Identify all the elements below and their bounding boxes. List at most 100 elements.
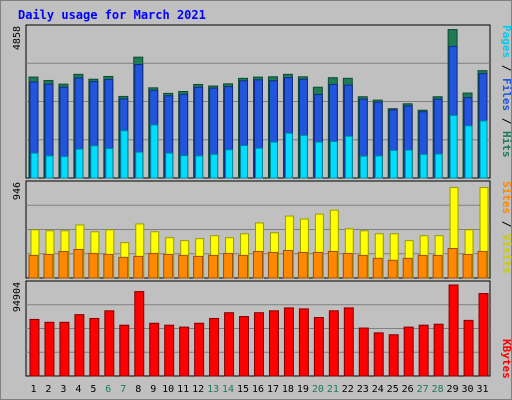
bar-sites-day-17 — [267, 251, 278, 279]
legend-entry: / — [500, 58, 512, 78]
bar-pages-day-24 — [374, 155, 383, 179]
bar-sites-day-19 — [297, 251, 308, 279]
bar-kbytes-day-11 — [179, 326, 190, 377]
bar-pages-day-16 — [255, 147, 263, 179]
bar-sites-day-10 — [163, 253, 174, 279]
bar-kbytes-day-4 — [74, 314, 85, 377]
x-tick-label: 18 — [282, 384, 294, 395]
bar-kbytes-day-14 — [224, 312, 235, 377]
bar-pages-day-6 — [105, 148, 114, 179]
bar-sites-day-8 — [133, 255, 144, 279]
bar-sites-day-23 — [357, 254, 368, 279]
bar-pages-day-30 — [464, 125, 473, 179]
bar-kbytes-day-21 — [328, 310, 339, 377]
x-tick-label: 19 — [297, 384, 309, 395]
bar-kbytes-day-30 — [463, 319, 474, 377]
bar-kbytes-day-19 — [298, 308, 309, 377]
y-max-label: 4858 — [12, 26, 23, 50]
bar-pages-day-11 — [180, 155, 189, 179]
bar-kbytes-day-20 — [313, 317, 324, 377]
x-tick-label: 8 — [135, 384, 141, 395]
x-tick-label: 7 — [120, 384, 126, 395]
x-tick-label: 13 — [207, 384, 219, 395]
visits-panel: 946 — [12, 180, 491, 279]
x-tick-label: 20 — [312, 384, 324, 395]
bar-kbytes-day-31 — [478, 293, 489, 377]
y-max-label: 94904 — [12, 282, 23, 312]
bar-kbytes-day-8 — [134, 291, 145, 377]
bar-sites-day-18 — [282, 249, 293, 279]
hits-panel: 4858 — [12, 24, 491, 179]
bar-pages-day-7 — [120, 130, 129, 179]
legend-entry: Sites — [500, 181, 512, 214]
x-tick-label: 25 — [387, 384, 399, 395]
bar-sites-day-13 — [208, 254, 219, 279]
bar-pages-day-4 — [75, 148, 84, 179]
kbytes-panel: 94904 — [12, 280, 491, 377]
bar-kbytes-day-25 — [388, 334, 399, 377]
x-tick-label: 10 — [162, 384, 174, 395]
x-tick-label: 23 — [357, 384, 369, 395]
x-tick-label: 1 — [30, 384, 36, 395]
chart-title: Daily usage for March 2021 — [18, 8, 206, 22]
bar-sites-day-20 — [312, 251, 323, 279]
bar-kbytes-day-3 — [59, 321, 70, 377]
bar-pages-day-20 — [314, 141, 323, 179]
bar-sites-day-24 — [372, 257, 383, 279]
bar-sites-day-7 — [118, 256, 129, 279]
x-tick-label: 11 — [177, 384, 189, 395]
x-tick-label: 9 — [150, 384, 156, 395]
x-tick-label: 5 — [90, 384, 96, 395]
bar-pages-day-14 — [225, 149, 234, 179]
bar-pages-day-26 — [404, 149, 413, 179]
bar-sites-day-3 — [58, 250, 69, 279]
bar-sites-day-21 — [327, 250, 338, 279]
bar-sites-day-9 — [148, 252, 159, 279]
bar-sites-day-16 — [253, 250, 263, 279]
bar-pages-day-12 — [195, 155, 204, 179]
bar-sites-day-11 — [178, 254, 189, 279]
bar-sites-day-2 — [43, 253, 54, 279]
bar-kbytes-day-2 — [44, 321, 55, 377]
bar-kbytes-day-7 — [119, 324, 130, 377]
bar-kbytes-day-28 — [433, 323, 444, 377]
legend-entry: Pages — [500, 25, 512, 58]
legend-entry: / — [500, 111, 512, 131]
bar-pages-day-17 — [269, 141, 278, 179]
bar-kbytes-day-16 — [254, 312, 264, 377]
legend-2: KBytes — [500, 339, 512, 379]
bar-sites-day-15 — [238, 254, 249, 279]
x-tick-label: 2 — [45, 384, 51, 395]
bar-sites-day-14 — [223, 252, 234, 279]
bar-kbytes-day-26 — [403, 326, 414, 377]
bar-kbytes-day-23 — [358, 327, 369, 377]
bar-pages-day-23 — [359, 155, 368, 179]
bar-pages-day-29 — [449, 114, 458, 179]
bar-pages-day-22 — [344, 135, 353, 179]
bar-kbytes-day-15 — [239, 316, 250, 377]
legends: Pages / Files / Hits Sites / Visits KBytes — [500, 25, 512, 379]
bar-kbytes-day-10 — [164, 324, 175, 377]
bar-kbytes-day-24 — [373, 332, 384, 377]
x-tick-label: 22 — [342, 384, 354, 395]
y-max-label: 946 — [12, 182, 23, 200]
x-tick-label: 30 — [462, 384, 474, 395]
legend-entry: Files — [500, 78, 512, 111]
bar-kbytes-day-12 — [194, 322, 205, 377]
bar-sites-day-28 — [432, 254, 443, 279]
bar-sites-day-26 — [402, 257, 413, 279]
bar-pages-day-18 — [284, 132, 293, 179]
bar-kbytes-day-1 — [29, 318, 40, 377]
x-tick-label: 14 — [222, 384, 234, 395]
bar-sites-day-27 — [417, 254, 428, 279]
legend-0: Pages / Files / Hits — [500, 25, 512, 158]
bar-pages-day-8 — [135, 151, 144, 179]
legend-entry: KBytes — [500, 339, 512, 379]
legend-entry: Hits — [500, 131, 512, 158]
bar-pages-day-28 — [434, 153, 443, 179]
x-tick-label: 12 — [192, 384, 204, 395]
x-tick-label: 21 — [327, 384, 339, 395]
x-tick-label: 17 — [267, 384, 279, 395]
bar-pages-day-25 — [389, 149, 398, 179]
bar-sites-day-25 — [387, 259, 398, 279]
